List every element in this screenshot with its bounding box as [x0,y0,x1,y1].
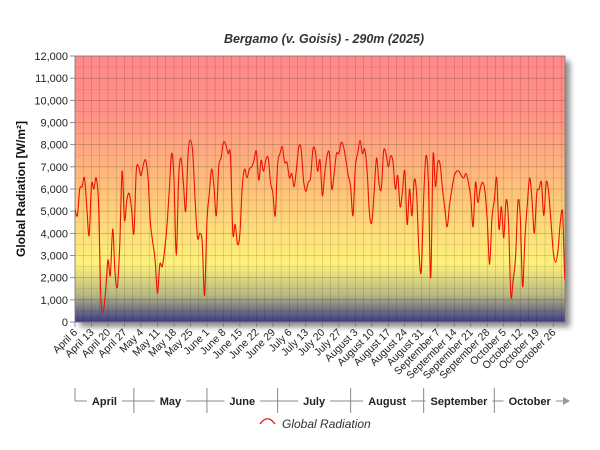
y-tick-label: 0 [62,317,68,329]
month-label: July [303,396,326,408]
month-label: August [368,396,406,408]
y-tick-label: 4,000 [40,228,68,240]
series-layer [75,139,565,314]
y-tick-label: 8,000 [40,140,68,152]
series-line-global-radiation [75,139,565,314]
y-tick-label: 2,000 [40,273,68,285]
month-label: April [92,396,117,408]
y-tick-label: 11,000 [35,73,68,85]
chart-title: Bergamo (v. Goisis) - 290m (2025) [224,32,424,46]
month-axis-arrow [563,397,570,405]
month-label: September [431,396,489,408]
y-tick-label: 7,000 [40,162,68,174]
legend-label: Global Radiation [282,417,371,431]
month-axis: April May June July August September October [74,388,570,413]
y-axis-label: Global Radiation [W/m²] [14,121,28,257]
legend: Global Radiation [259,417,371,431]
month-label: October [509,396,552,408]
month-label: June [229,396,255,408]
y-axis: 0 1,000 2,000 3,000 4,000 5,000 6,000 7,000 8,00… [34,51,75,329]
y-tick-label: 10,000 [34,95,68,107]
y-tick-label: 9,000 [40,118,68,130]
month-label: May [160,396,182,408]
y-tick-label: 6,000 [40,184,68,196]
y-tick-label: 5,000 [40,206,68,218]
y-tick-label: 12,000 [34,51,68,63]
y-tick-label: 1,000 [40,295,68,307]
legend-line-icon [259,418,276,425]
y-tick-label: 3,000 [40,251,68,263]
